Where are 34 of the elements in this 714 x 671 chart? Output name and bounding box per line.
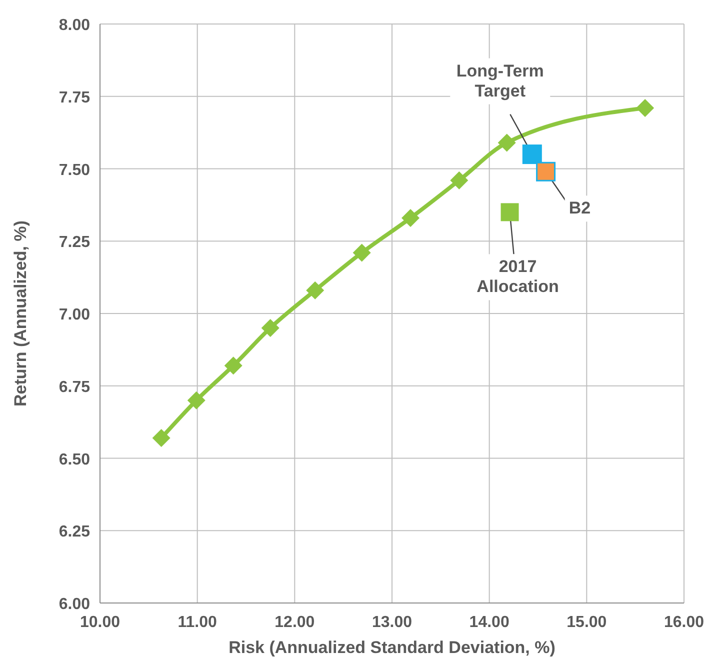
point xyxy=(522,144,542,164)
point xyxy=(306,281,324,300)
point xyxy=(187,391,206,410)
y-tick-label: 7.75 xyxy=(58,89,90,106)
y-tick-label: 7.50 xyxy=(58,162,90,179)
y-tick-label: 7.25 xyxy=(58,234,90,252)
y-axis-title: Return (Annualized, %) xyxy=(11,220,30,407)
point xyxy=(352,244,371,262)
series-label: B2 xyxy=(568,198,591,218)
point xyxy=(498,134,516,152)
x-tick-label: 16.00 xyxy=(664,614,704,631)
text: Long-Term Target xyxy=(456,61,544,100)
point xyxy=(636,98,654,117)
y-tick-label: 6.00 xyxy=(58,596,90,613)
y-tick-label: 6.25 xyxy=(58,524,90,541)
x-tick-label: 13.00 xyxy=(372,614,412,631)
point xyxy=(450,171,468,190)
x-axis-title: Risk (Annualized Standard Deviation, %) xyxy=(228,638,556,657)
y-tick-label: 6.75 xyxy=(58,378,90,396)
x-tick-label: 15.00 xyxy=(566,614,607,631)
y-tick-label: 8.00 xyxy=(58,17,90,34)
point xyxy=(224,356,242,375)
point xyxy=(261,318,280,337)
x-tick-label: 10.00 xyxy=(80,614,120,631)
x-tick-label: 14.00 xyxy=(469,614,510,631)
point xyxy=(500,203,519,222)
x-tick-label: 11.00 xyxy=(178,614,218,631)
point xyxy=(401,208,420,227)
y-tick-label: 7.00 xyxy=(58,306,90,324)
x-tick-label: 12.00 xyxy=(274,614,315,631)
point xyxy=(536,162,556,182)
point xyxy=(152,428,170,447)
y-tick-label: 6.50 xyxy=(58,451,90,468)
text: 2017 Allocation xyxy=(476,257,559,296)
